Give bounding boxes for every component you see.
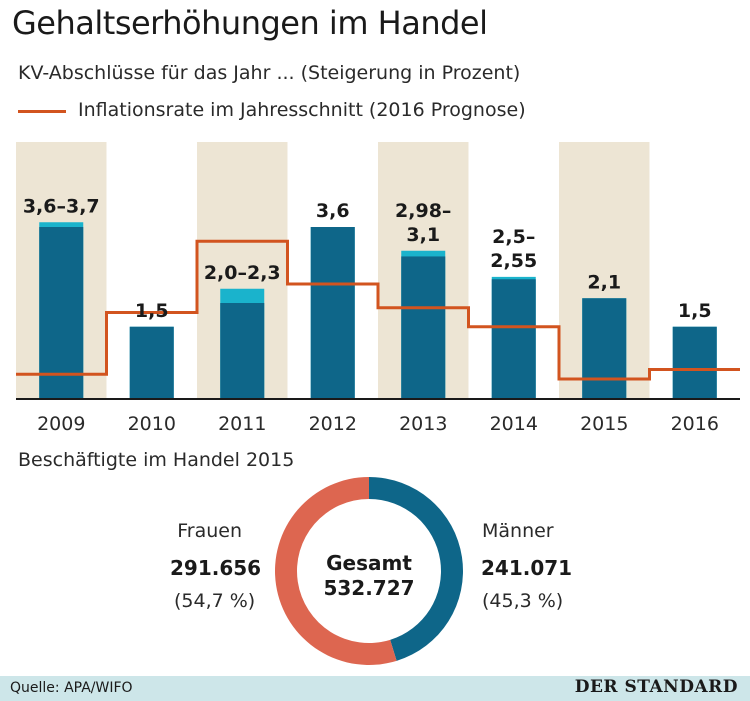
data-label-2009: 3,6–3,7 xyxy=(23,195,100,217)
donut-title: Beschäftigte im Handel 2015 xyxy=(18,449,295,471)
bar-2016 xyxy=(672,326,717,398)
donut-center-value: 532.727 xyxy=(323,576,415,600)
maenner-label: Männer xyxy=(482,520,554,542)
maenner-value: 241.071 xyxy=(481,556,573,580)
frauen-percent: (54,7 %) xyxy=(174,590,256,612)
data-label-2014: 2,5– 2,55 xyxy=(490,226,537,272)
donut-slice-frauen xyxy=(274,477,397,665)
bar-2015 xyxy=(582,298,627,398)
data-label-2012: 3,6 xyxy=(316,200,350,222)
frauen-value: 291.656 xyxy=(170,556,262,580)
chart-subtitle: KV-Abschlüsse für das Jahr ... (Steigeru… xyxy=(18,62,521,84)
chart-title: Gehaltserhöhungen im Handel xyxy=(12,4,488,42)
donut-center-label: Gesamt xyxy=(326,551,412,575)
bar-2014 xyxy=(491,279,536,398)
x-tick-2014: 2014 xyxy=(490,413,538,435)
x-tick-2015: 2015 xyxy=(580,413,628,435)
inflation-line xyxy=(16,239,740,381)
x-tick-2012: 2012 xyxy=(309,413,357,435)
x-tick-2010: 2010 xyxy=(128,413,176,435)
source-text: Quelle: APA/WIFO xyxy=(10,680,133,696)
bar-2013 xyxy=(401,256,446,398)
data-label-2016: 1,5 xyxy=(678,300,712,322)
maenner-percent: (45,3 %) xyxy=(482,590,564,612)
footer-bar xyxy=(0,676,750,701)
bar-chart: 3,6–3,7 2009 1,5 2010 2,0–2,3 2011 3,6 2012 2,98… xyxy=(16,142,740,435)
x-tick-2011: 2011 xyxy=(218,413,266,435)
x-tick-2016: 2016 xyxy=(671,413,719,435)
data-label-2011: 2,0–2,3 xyxy=(204,262,281,284)
bar-2009 xyxy=(39,227,84,398)
x-tick-2013: 2013 xyxy=(399,413,447,435)
brand-logo: DER STANDARD xyxy=(574,677,738,697)
x-tick-2009: 2009 xyxy=(37,413,85,435)
data-label-2015: 2,1 xyxy=(587,271,621,293)
frauen-label: Frauen xyxy=(177,520,242,542)
data-label-2010: 1,5 xyxy=(135,300,169,322)
bar-2012 xyxy=(310,227,355,398)
legend-inflation-label: Inflationsrate im Jahresschnitt (2016 Pr… xyxy=(78,99,526,121)
legend-inflation-line xyxy=(18,110,66,113)
data-label-2013: 2,98– 3,1 xyxy=(395,200,451,246)
donut-slice-mnner xyxy=(369,477,463,661)
bar-2011 xyxy=(220,303,265,398)
bar-2010 xyxy=(129,326,174,398)
